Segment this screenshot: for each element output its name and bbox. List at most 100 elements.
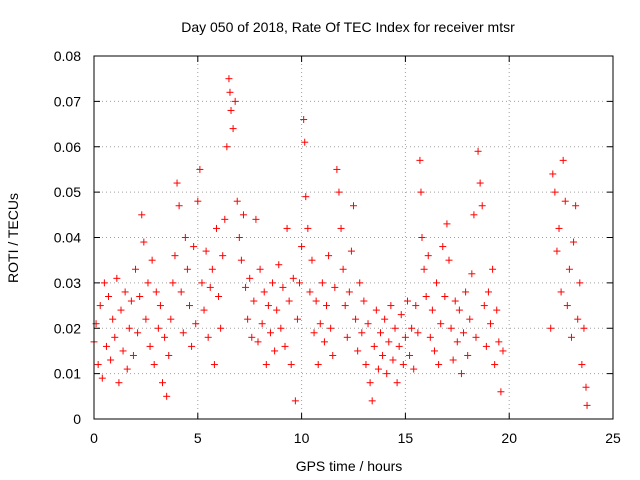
data-point	[447, 324, 455, 332]
data-point	[150, 361, 158, 369]
data-point	[260, 288, 268, 296]
data-point	[576, 279, 584, 287]
data-point	[146, 342, 154, 350]
data-point	[320, 338, 328, 346]
data-point	[420, 265, 428, 273]
data-point	[239, 211, 247, 219]
data-point	[416, 156, 424, 164]
data-point	[196, 165, 204, 173]
data-point	[474, 147, 482, 155]
y-tick-label: 0.03	[54, 275, 81, 291]
data-point	[140, 238, 148, 246]
data-point	[362, 361, 370, 369]
data-point	[132, 265, 140, 273]
data-point	[366, 379, 374, 387]
data-point	[376, 329, 384, 337]
data-point	[466, 315, 474, 323]
data-point	[555, 224, 563, 232]
data-point	[487, 320, 495, 328]
data-point	[397, 311, 405, 319]
data-point	[163, 392, 171, 400]
data-point	[105, 292, 113, 300]
data-point	[478, 202, 486, 210]
data-point	[117, 306, 125, 314]
data-point	[123, 365, 131, 373]
data-point	[289, 274, 297, 282]
data-point	[204, 333, 212, 341]
data-point	[374, 365, 382, 373]
x-tick-label: 15	[398, 430, 414, 446]
data-point	[266, 329, 274, 337]
data-point	[383, 370, 391, 378]
data-point	[296, 279, 304, 287]
data-point	[119, 347, 127, 355]
data-point	[358, 329, 366, 337]
data-point	[412, 302, 420, 310]
data-point	[136, 292, 144, 300]
data-point	[430, 347, 438, 355]
data-point	[291, 397, 299, 405]
plot-frame	[93, 55, 614, 420]
data-point	[335, 188, 343, 196]
data-point	[225, 75, 233, 83]
data-point	[271, 347, 279, 355]
data-point	[489, 265, 497, 273]
data-point	[235, 234, 243, 241]
x-tick-label: 20	[501, 430, 517, 446]
data-point	[422, 292, 430, 300]
data-point	[563, 302, 571, 310]
data-point	[231, 97, 239, 105]
data-point	[304, 224, 312, 232]
data-point	[547, 324, 555, 332]
data-point	[403, 297, 411, 305]
data-point	[352, 315, 360, 323]
data-point	[337, 224, 345, 232]
data-point	[333, 165, 341, 173]
data-point	[314, 361, 322, 369]
data-point	[329, 351, 337, 359]
data-point	[327, 324, 335, 332]
data-point	[212, 224, 220, 232]
data-point	[476, 179, 484, 187]
data-point	[194, 197, 202, 205]
data-point	[472, 333, 480, 341]
data-point	[175, 202, 183, 210]
data-point	[185, 302, 193, 310]
data-point	[399, 361, 407, 369]
data-point	[301, 138, 309, 146]
data-point	[482, 342, 490, 350]
data-point	[125, 324, 133, 332]
y-tick-label: 0.06	[54, 139, 81, 155]
data-point	[181, 234, 189, 241]
data-point	[570, 238, 578, 246]
data-point	[387, 302, 395, 310]
data-point	[574, 315, 582, 323]
data-point	[318, 279, 326, 287]
data-point	[198, 279, 206, 287]
data-point	[470, 211, 478, 219]
data-point	[279, 283, 287, 291]
data-point	[445, 256, 453, 264]
data-point	[561, 197, 569, 205]
data-point	[310, 329, 318, 337]
data-point	[551, 188, 559, 196]
data-point	[316, 320, 324, 328]
data-point	[439, 243, 447, 251]
data-point	[94, 361, 102, 369]
data-points	[90, 75, 591, 409]
data-point	[173, 179, 181, 187]
data-point	[350, 202, 357, 210]
data-point	[368, 397, 376, 405]
data-point	[183, 265, 191, 273]
data-point	[273, 306, 281, 314]
data-point	[401, 333, 409, 341]
data-point	[449, 356, 457, 364]
data-point	[244, 315, 252, 323]
data-point	[379, 351, 387, 359]
data-point	[100, 279, 108, 287]
data-point	[406, 351, 414, 359]
data-point	[258, 320, 266, 328]
data-point	[417, 188, 425, 196]
data-point	[578, 361, 586, 369]
data-point	[428, 306, 436, 314]
